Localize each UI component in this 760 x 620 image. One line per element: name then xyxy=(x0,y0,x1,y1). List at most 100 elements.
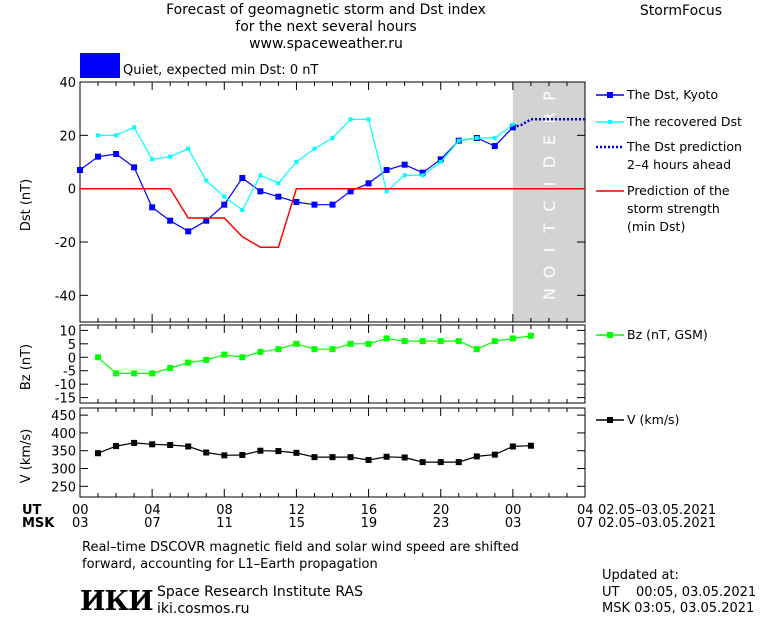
panel-frame xyxy=(79,324,586,404)
msk-tick-label: 23 xyxy=(432,516,450,531)
legend-storm-line-3: (min Dst) xyxy=(627,219,686,234)
y-tick-label: -5 xyxy=(63,365,76,380)
panel-frame xyxy=(79,407,586,498)
data-point xyxy=(293,340,300,347)
data-point xyxy=(401,338,408,345)
data-point xyxy=(365,180,372,187)
series-line xyxy=(79,126,514,232)
data-point xyxy=(149,204,156,211)
data-point xyxy=(473,346,480,353)
y-axis-label: Bz (nT) xyxy=(19,344,34,390)
series-line xyxy=(512,118,585,129)
data-point xyxy=(437,338,444,345)
y-axis-label: V (km/s) xyxy=(19,429,34,484)
iki-logo: ИКИ xyxy=(80,586,154,617)
y-tick-label: 0 xyxy=(68,183,76,198)
data-point xyxy=(257,188,264,195)
data-point xyxy=(275,193,282,200)
msk-date-range: 02.05–03.05.2021 xyxy=(598,516,717,531)
prediction-band-letter: I xyxy=(540,248,559,253)
data-point xyxy=(185,228,192,235)
chart-title-line-2: for the next several hours xyxy=(235,19,417,35)
data-point xyxy=(95,450,102,457)
msk-axis-label: MSK xyxy=(22,516,55,531)
data-point xyxy=(527,442,534,449)
data-point xyxy=(365,340,372,347)
data-point xyxy=(329,454,336,461)
prediction-band-letter: E xyxy=(540,135,559,145)
data-point xyxy=(347,188,354,195)
data-point xyxy=(329,346,336,353)
prediction-band-letter: I xyxy=(540,182,559,187)
brand-name: StormFocus xyxy=(639,3,722,19)
data-point xyxy=(150,157,155,162)
y-tick-label: 250 xyxy=(51,480,76,495)
msk-tick-label: 03 xyxy=(72,516,89,531)
data-point xyxy=(239,175,246,181)
prediction-band-letter: O xyxy=(540,266,559,279)
data-point xyxy=(239,354,246,361)
y-tick-label: 5 xyxy=(68,338,76,353)
data-point xyxy=(149,370,156,377)
data-point xyxy=(221,201,228,208)
legend-v: V (km/s) xyxy=(627,412,680,427)
data-point xyxy=(276,181,281,186)
updated-label: Updated at: xyxy=(602,568,679,583)
data-point xyxy=(455,338,462,345)
data-point xyxy=(419,338,426,345)
chart-title-url: www.spaceweather.ru xyxy=(249,36,403,52)
data-point xyxy=(239,451,246,458)
data-point xyxy=(401,454,408,461)
data-point xyxy=(221,452,228,459)
data-point xyxy=(365,456,372,463)
data-point xyxy=(383,453,390,460)
data-point xyxy=(114,133,119,138)
data-point xyxy=(455,459,462,466)
data-point xyxy=(330,136,335,140)
y-tick-label: -40 xyxy=(55,289,76,304)
data-point xyxy=(329,201,336,208)
data-point xyxy=(492,136,497,140)
institute-name: Space Research Institute RAS xyxy=(157,584,363,600)
y-axis-label: Dst (nT) xyxy=(19,179,34,231)
ut-tick-label: 04 xyxy=(144,503,161,518)
legend-bz: Bz (nT, GSM) xyxy=(627,327,708,342)
data-point xyxy=(222,194,227,199)
data-point xyxy=(203,217,210,224)
data-point xyxy=(185,443,192,450)
institute-site[interactable]: iki.cosmos.ru xyxy=(157,601,250,617)
legend-storm-line-2: storm strength xyxy=(627,201,720,216)
data-point xyxy=(167,442,174,449)
prediction-band-letter: R xyxy=(540,112,559,123)
data-point xyxy=(401,161,408,168)
footer-note-line-1: Real–time DSCOVR magnetic field and sola… xyxy=(82,540,519,555)
updated-ut: UT 00:05, 03.05.2021 xyxy=(602,585,757,600)
data-point xyxy=(167,217,174,224)
data-point xyxy=(419,169,426,176)
data-point xyxy=(240,208,245,212)
data-point xyxy=(366,117,371,122)
legend-marker xyxy=(607,92,613,98)
ut-tick-label: 12 xyxy=(288,503,305,518)
data-point xyxy=(437,156,444,163)
prediction-band-letter: C xyxy=(540,200,559,211)
legend-prediction-line-1: The Dst prediction xyxy=(627,139,742,154)
updated-msk: MSK 03:05, 03.05.2021 xyxy=(602,601,755,616)
legend-recovered-dst: The recovered Dst xyxy=(627,114,742,129)
data-point xyxy=(168,154,173,159)
data-point xyxy=(473,453,480,460)
data-point xyxy=(113,443,120,450)
msk-tick-label: 11 xyxy=(216,516,233,531)
data-point xyxy=(491,451,498,458)
data-point xyxy=(257,447,264,454)
y-tick-label: 0 xyxy=(68,351,76,366)
data-point xyxy=(509,335,516,342)
data-point xyxy=(186,146,191,151)
data-point xyxy=(95,354,102,361)
data-point xyxy=(258,173,263,178)
series-line xyxy=(80,187,585,249)
data-point xyxy=(275,346,282,353)
msk-tick-label: 07 xyxy=(144,516,161,531)
y-tick-label: 10 xyxy=(59,324,76,339)
msk-tick-label: 15 xyxy=(288,516,305,531)
